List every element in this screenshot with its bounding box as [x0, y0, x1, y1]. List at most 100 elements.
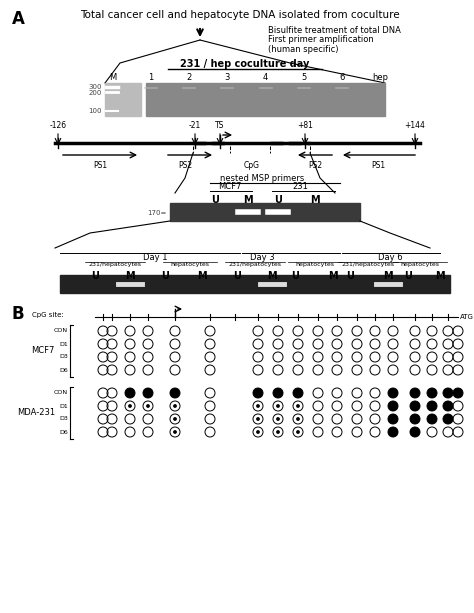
Text: 231 / hep coculture day: 231 / hep coculture day: [180, 59, 310, 69]
Circle shape: [296, 404, 300, 408]
Bar: [146, 83, 385, 116]
Circle shape: [173, 430, 177, 434]
Bar: [105, 83, 141, 116]
Circle shape: [453, 388, 463, 398]
Text: hepatocytes: hepatocytes: [295, 262, 335, 267]
Text: M: M: [328, 271, 338, 281]
Circle shape: [427, 414, 437, 424]
Text: MCF7: MCF7: [219, 182, 242, 191]
Circle shape: [143, 388, 153, 398]
Text: Day 6: Day 6: [378, 253, 402, 262]
Circle shape: [276, 404, 280, 408]
Text: 1: 1: [148, 73, 154, 82]
Circle shape: [128, 404, 132, 408]
Circle shape: [427, 388, 437, 398]
Circle shape: [256, 430, 260, 434]
Text: D6: D6: [59, 368, 68, 373]
Text: B: B: [12, 305, 25, 323]
Text: 231/hepatocytes: 231/hepatocytes: [341, 262, 394, 267]
Text: MDA-231: MDA-231: [17, 408, 55, 417]
Circle shape: [410, 414, 420, 424]
Text: U: U: [211, 195, 219, 205]
Text: U: U: [91, 271, 99, 281]
Text: CpG: CpG: [244, 161, 260, 170]
Text: M: M: [243, 195, 253, 205]
Circle shape: [443, 414, 453, 424]
Circle shape: [256, 417, 260, 421]
Circle shape: [410, 427, 420, 437]
Text: 3: 3: [225, 73, 230, 82]
Text: U: U: [274, 195, 282, 205]
Text: 5: 5: [301, 73, 306, 82]
Text: M: M: [125, 271, 135, 281]
Text: 6: 6: [339, 73, 345, 82]
Text: 200: 200: [89, 90, 102, 96]
Text: D3: D3: [59, 354, 68, 359]
Text: CON: CON: [54, 390, 68, 395]
Text: D1: D1: [59, 341, 68, 346]
Text: D1: D1: [59, 403, 68, 408]
Text: U: U: [404, 271, 412, 281]
Text: D6: D6: [59, 430, 68, 435]
Circle shape: [125, 388, 135, 398]
Circle shape: [388, 388, 398, 398]
Text: Day 1: Day 1: [143, 253, 167, 262]
Text: MCF7: MCF7: [32, 346, 55, 355]
Text: PS2: PS2: [178, 161, 192, 170]
Text: +144: +144: [405, 121, 426, 130]
Text: M: M: [383, 271, 393, 281]
Text: Bisulfite treatment of total DNA: Bisulfite treatment of total DNA: [268, 26, 401, 35]
Circle shape: [173, 417, 177, 421]
Text: M: M: [310, 195, 320, 205]
Circle shape: [173, 404, 177, 408]
Circle shape: [427, 401, 437, 411]
Circle shape: [296, 417, 300, 421]
Text: 100: 100: [89, 108, 102, 114]
Text: U: U: [346, 271, 354, 281]
Text: M: M: [109, 73, 117, 82]
Circle shape: [410, 388, 420, 398]
Text: -126: -126: [49, 121, 66, 130]
Circle shape: [296, 430, 300, 434]
Text: First primer amplification
(human specific): First primer amplification (human specif…: [268, 35, 374, 55]
Text: 300: 300: [89, 84, 102, 90]
Text: PS1: PS1: [371, 161, 385, 170]
Circle shape: [410, 401, 420, 411]
Text: +81: +81: [297, 121, 313, 130]
Text: 231/hepatocytes: 231/hepatocytes: [89, 262, 142, 267]
Text: U: U: [161, 271, 169, 281]
Text: PS1: PS1: [93, 161, 107, 170]
Text: -21: -21: [189, 121, 201, 130]
Text: M: M: [435, 271, 445, 281]
Bar: [60, 275, 450, 293]
Text: 231/hepatocytes: 231/hepatocytes: [228, 262, 282, 267]
Text: hepatocytes: hepatocytes: [171, 262, 210, 267]
Circle shape: [146, 404, 150, 408]
Circle shape: [443, 401, 453, 411]
Text: D3: D3: [59, 416, 68, 422]
Circle shape: [253, 388, 263, 398]
Text: U: U: [233, 271, 241, 281]
Circle shape: [276, 430, 280, 434]
Text: 2: 2: [187, 73, 192, 82]
Text: PS2: PS2: [308, 161, 322, 170]
Text: hepatocytes: hepatocytes: [401, 262, 439, 267]
Circle shape: [276, 417, 280, 421]
Text: nested MSP primers: nested MSP primers: [220, 174, 304, 183]
Text: Day 3: Day 3: [250, 253, 274, 262]
Text: hep: hep: [372, 73, 388, 82]
Circle shape: [443, 388, 453, 398]
Text: M: M: [197, 271, 207, 281]
Text: ATG: ATG: [460, 314, 474, 320]
Text: 4: 4: [263, 73, 268, 82]
Circle shape: [388, 401, 398, 411]
Circle shape: [170, 388, 180, 398]
Text: 231: 231: [292, 182, 308, 191]
Text: 170=: 170=: [147, 210, 167, 216]
Bar: [170, 203, 360, 221]
Text: TS: TS: [215, 121, 225, 130]
Circle shape: [388, 427, 398, 437]
Circle shape: [256, 404, 260, 408]
Circle shape: [273, 388, 283, 398]
Text: A: A: [12, 10, 25, 28]
